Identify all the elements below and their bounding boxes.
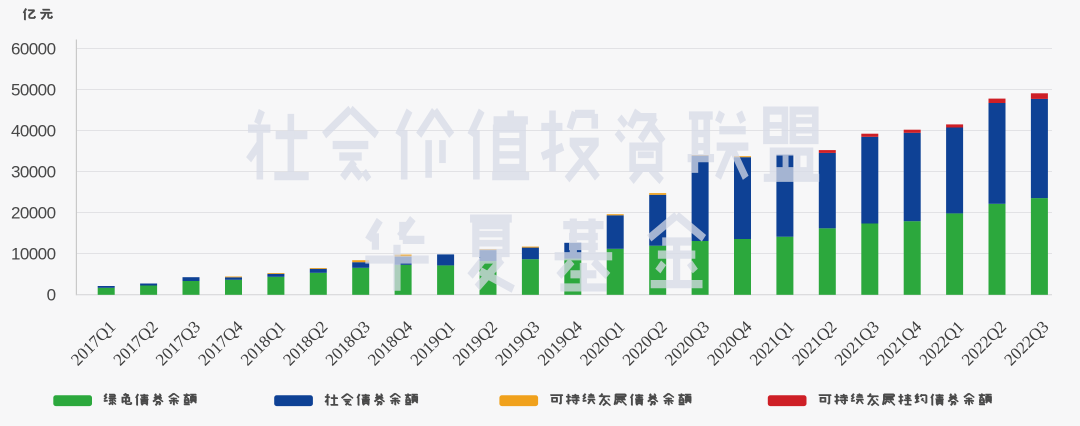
- svg-text:10000: 10000: [11, 245, 56, 264]
- svg-text:40000: 40000: [11, 122, 56, 141]
- svg-text:20000: 20000: [11, 204, 56, 223]
- svg-text:50000: 50000: [11, 81, 56, 100]
- svg-text:0: 0: [47, 286, 56, 305]
- svg-text:30000: 30000: [11, 163, 56, 182]
- svg-text:60000: 60000: [11, 40, 56, 59]
